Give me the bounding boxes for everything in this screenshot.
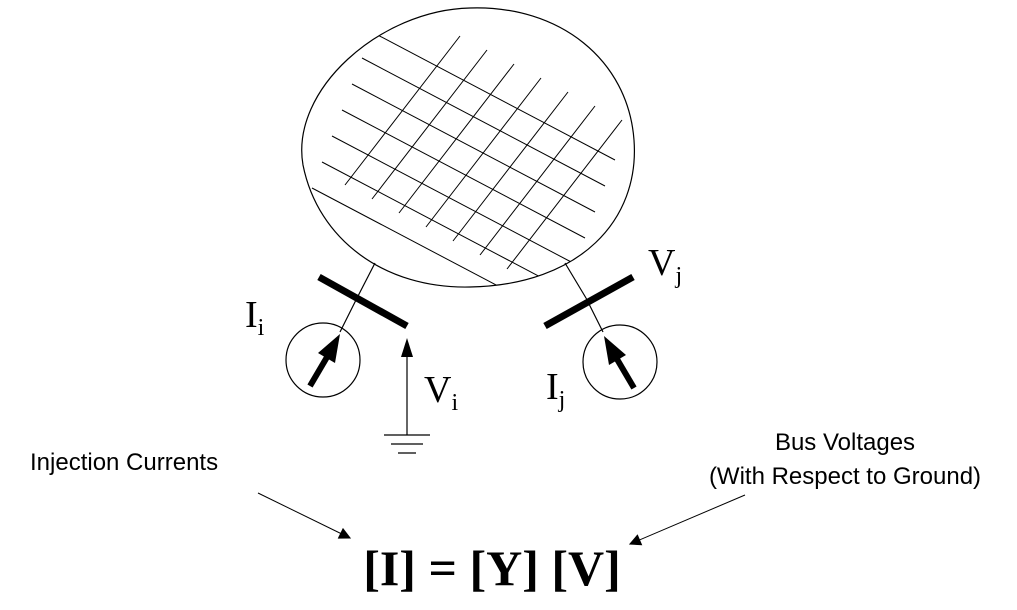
current-source-j [582, 324, 658, 400]
nodal-equation: [I] = [Y] [V] [363, 540, 621, 596]
current-source-i-arrow-head [318, 334, 340, 363]
bus-i-connector [356, 262, 376, 299]
network-blob [301, 7, 635, 288]
label-voltage-i: Vi [424, 369, 458, 416]
injection-currents-label: Injection Currents [30, 449, 218, 476]
label-voltage-j: Vj [648, 242, 682, 289]
bus-voltages-sublabel: (With Respect to Ground) [709, 463, 981, 490]
network-mesh-grid [311, 31, 623, 288]
label-current-i: Ii [245, 294, 265, 341]
bus-i [285, 262, 430, 454]
current-source-j-arrow-head [604, 336, 626, 365]
bus-j [543, 262, 658, 400]
injection-currents-pointer [257, 492, 352, 539]
source-i-lead [339, 297, 358, 333]
bus-j-connector [564, 262, 587, 299]
source-j-lead [585, 297, 604, 333]
voltage-i-arrow-head [401, 338, 413, 357]
network-outline [301, 7, 635, 288]
bus-j-bar [543, 273, 635, 330]
bus-voltages-label: Bus Voltages [775, 429, 915, 456]
bus-voltages-pointer [628, 494, 746, 546]
current-source-i [285, 322, 361, 398]
bus-i-bar [317, 273, 409, 330]
ground-symbol [384, 434, 430, 454]
label-current-j: Ij [546, 366, 565, 413]
